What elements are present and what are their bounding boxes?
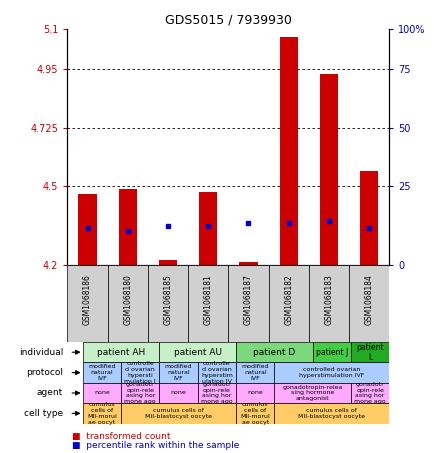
FancyBboxPatch shape <box>348 265 388 342</box>
Text: controlle
d ovarian
hypersti
mulation I: controlle d ovarian hypersti mulation I <box>124 361 156 384</box>
FancyBboxPatch shape <box>228 265 268 342</box>
Text: GSM1068183: GSM1068183 <box>324 274 333 325</box>
FancyBboxPatch shape <box>121 362 159 383</box>
Text: patient D: patient D <box>253 348 295 357</box>
Text: individual: individual <box>19 348 63 357</box>
FancyBboxPatch shape <box>121 383 159 403</box>
Bar <box>118 189 137 265</box>
FancyBboxPatch shape <box>121 403 236 424</box>
Text: controlle
d ovarian
hyperstim
ulation IV: controlle d ovarian hyperstim ulation IV <box>201 361 232 384</box>
Bar <box>319 74 337 265</box>
FancyBboxPatch shape <box>274 362 388 383</box>
FancyBboxPatch shape <box>197 383 236 403</box>
Text: GSM1068184: GSM1068184 <box>364 274 373 325</box>
FancyBboxPatch shape <box>82 342 159 362</box>
Text: controlled ovarian
hyperstimulation IVF: controlled ovarian hyperstimulation IVF <box>299 367 364 378</box>
Text: patient J: patient J <box>315 348 347 357</box>
FancyBboxPatch shape <box>308 265 348 342</box>
Text: cumulus cells of
MII-blastocyst oocyte: cumulus cells of MII-blastocyst oocyte <box>298 408 365 419</box>
FancyBboxPatch shape <box>350 342 388 362</box>
Title: GDS5015 / 7939930: GDS5015 / 7939930 <box>164 14 291 27</box>
Text: none: none <box>94 390 109 395</box>
Text: ■  percentile rank within the sample: ■ percentile rank within the sample <box>72 441 239 450</box>
FancyBboxPatch shape <box>274 383 350 403</box>
FancyBboxPatch shape <box>268 265 308 342</box>
FancyBboxPatch shape <box>67 265 108 342</box>
Text: gonadotropin-relea
sing hormone
antagonist: gonadotropin-relea sing hormone antagoni… <box>282 385 342 401</box>
Text: gonadotr
opin-rele
asing hor
mone ago: gonadotr opin-rele asing hor mone ago <box>201 382 232 404</box>
FancyBboxPatch shape <box>108 265 148 342</box>
FancyBboxPatch shape <box>236 403 274 424</box>
Text: GSM1068187: GSM1068187 <box>243 274 253 325</box>
FancyBboxPatch shape <box>82 383 121 403</box>
FancyBboxPatch shape <box>274 403 388 424</box>
Text: cumulus
cells of
MII-morul
ae oocyt: cumulus cells of MII-morul ae oocyt <box>87 402 116 424</box>
Bar <box>158 260 177 265</box>
Text: modified
natural
IVF: modified natural IVF <box>88 364 115 381</box>
FancyBboxPatch shape <box>82 403 121 424</box>
Text: cumulus cells of
MII-blastocyst oocyte: cumulus cells of MII-blastocyst oocyte <box>145 408 211 419</box>
Bar <box>78 194 96 265</box>
FancyBboxPatch shape <box>82 362 121 383</box>
Text: GSM1068186: GSM1068186 <box>83 274 92 325</box>
Text: patient AU: patient AU <box>173 348 221 357</box>
FancyBboxPatch shape <box>159 383 197 403</box>
Text: protocol: protocol <box>26 368 63 377</box>
Text: none: none <box>247 390 263 395</box>
FancyBboxPatch shape <box>236 362 274 383</box>
FancyBboxPatch shape <box>312 342 350 362</box>
Text: ■  transformed count: ■ transformed count <box>72 432 170 441</box>
FancyBboxPatch shape <box>197 362 236 383</box>
FancyBboxPatch shape <box>236 383 274 403</box>
Text: agent: agent <box>37 389 63 397</box>
FancyBboxPatch shape <box>350 383 388 403</box>
Text: GSM1068180: GSM1068180 <box>123 274 132 325</box>
FancyBboxPatch shape <box>159 362 197 383</box>
Bar <box>199 192 217 265</box>
Bar <box>239 262 257 265</box>
Text: cell type: cell type <box>24 409 63 418</box>
Bar <box>279 37 297 265</box>
Text: GSM1068182: GSM1068182 <box>283 274 293 325</box>
Text: none: none <box>170 390 186 395</box>
Text: GSM1068181: GSM1068181 <box>203 274 212 325</box>
FancyBboxPatch shape <box>159 342 236 362</box>
Text: gonadotr
opin-rele
asing hor
mone ago: gonadotr opin-rele asing hor mone ago <box>354 382 385 404</box>
FancyBboxPatch shape <box>148 265 187 342</box>
Text: gonadotr
opin-rele
asing hor
mone ago: gonadotr opin-rele asing hor mone ago <box>124 382 156 404</box>
Text: patient
L: patient L <box>355 342 383 362</box>
Text: cumulus
cells of
MII-morul
ae oocyt: cumulus cells of MII-morul ae oocyt <box>240 402 270 424</box>
Bar <box>359 171 378 265</box>
FancyBboxPatch shape <box>187 265 228 342</box>
Text: modified
natural
IVF: modified natural IVF <box>164 364 192 381</box>
FancyBboxPatch shape <box>236 342 312 362</box>
Text: GSM1068185: GSM1068185 <box>163 274 172 325</box>
Text: modified
natural
IVF: modified natural IVF <box>241 364 268 381</box>
Text: patient AH: patient AH <box>97 348 145 357</box>
